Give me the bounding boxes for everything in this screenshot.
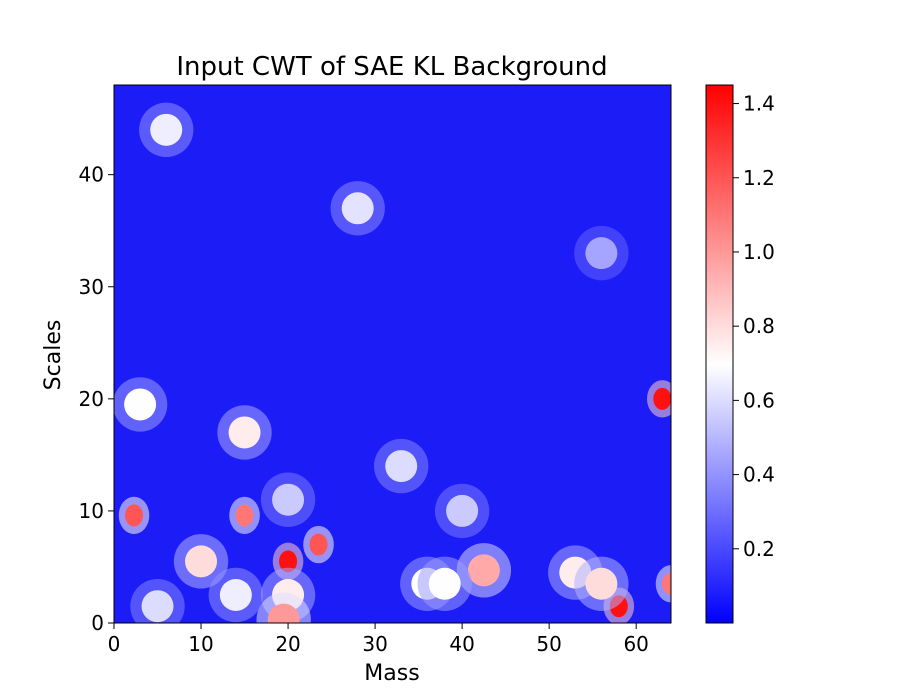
colorbar: 0.2 0.4 0.6 0.8 1.0 1.2 1.4 <box>705 84 775 624</box>
y-tick-label: 0 <box>91 611 104 635</box>
heatmap-plot-area <box>113 84 672 624</box>
heatmap-feature <box>150 113 183 146</box>
heatmap-feature <box>309 533 328 556</box>
heatmap-background <box>114 85 671 623</box>
x-axis-label: Mass <box>364 661 419 686</box>
colorbar-tick-label: 0.8 <box>743 314 775 338</box>
heatmap-feature <box>219 578 252 611</box>
heatmap-feature <box>235 504 254 527</box>
colorbar-tick-label: 0.4 <box>743 463 775 487</box>
x-axis: 0 10 20 30 40 50 60 <box>108 623 649 656</box>
y-tick-label: 30 <box>79 275 104 299</box>
heatmap-feature <box>125 504 144 527</box>
heatmap-feature <box>585 237 618 270</box>
heatmap-feature <box>467 554 500 587</box>
heatmap-feature <box>124 388 157 421</box>
colorbar-tick-label: 1.2 <box>743 166 775 190</box>
x-tick-label: 30 <box>362 632 387 656</box>
chart-title: Input CWT of SAE KL Background <box>176 52 607 82</box>
colorbar-gradient <box>705 84 734 624</box>
heatmap-cells <box>114 102 671 623</box>
x-tick-label: 50 <box>536 632 561 656</box>
heatmap-feature <box>653 387 671 410</box>
colorbar-tick-label: 0.6 <box>743 388 775 412</box>
heatmap-feature <box>385 450 418 483</box>
x-tick-label: 40 <box>449 632 474 656</box>
y-tick-label: 20 <box>79 387 104 411</box>
heatmap-feature <box>228 416 261 449</box>
colorbar-ticks: 0.2 0.4 0.6 0.8 1.0 1.2 1.4 <box>733 92 775 561</box>
heatmap-feature <box>267 603 300 623</box>
heatmap-feature <box>141 590 174 623</box>
y-tick-label: 10 <box>79 499 104 523</box>
heatmap-feature <box>585 567 618 600</box>
plot-frame <box>113 84 672 624</box>
heatmap-feature <box>272 483 305 516</box>
heatmap-feature <box>279 550 298 573</box>
y-axis-label: Scales <box>41 320 66 391</box>
y-tick-label: 40 <box>79 163 104 187</box>
x-tick-label: 60 <box>623 632 648 656</box>
colorbar-tick-label: 1.4 <box>743 92 775 116</box>
heatmap-feature <box>185 545 218 578</box>
colorbar-tick-label: 0.2 <box>743 537 775 561</box>
x-tick-label: 0 <box>108 632 121 656</box>
heatmap-feature <box>428 567 461 600</box>
heatmap-feature <box>341 192 374 225</box>
x-tick-label: 20 <box>275 632 300 656</box>
colorbar-tick-label: 1.0 <box>743 240 775 264</box>
y-axis: 0 10 20 30 40 <box>79 163 114 635</box>
heatmap-feature <box>662 572 671 595</box>
heatmap-feature <box>446 494 479 527</box>
x-tick-label: 10 <box>188 632 213 656</box>
